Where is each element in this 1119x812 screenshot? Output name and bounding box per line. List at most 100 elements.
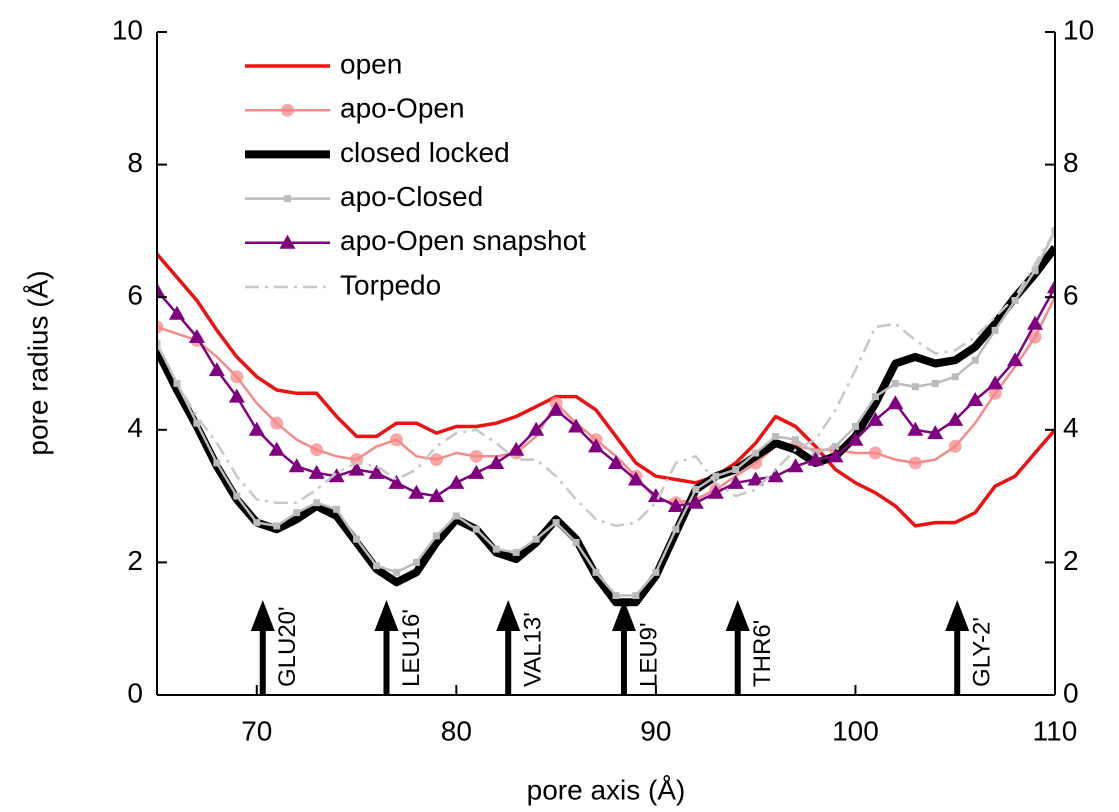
marker xyxy=(548,401,565,416)
marker xyxy=(428,488,445,503)
marker xyxy=(867,411,884,426)
marker xyxy=(408,484,425,499)
x-tick-label: 70 xyxy=(241,715,272,746)
marker xyxy=(991,326,999,334)
marker xyxy=(273,522,281,530)
series xyxy=(157,279,1055,513)
marker xyxy=(767,468,784,483)
marker xyxy=(173,379,181,387)
marker xyxy=(752,449,760,457)
x-tick-label: 90 xyxy=(640,715,671,746)
y2-tick-label: 10 xyxy=(1063,14,1094,45)
marker xyxy=(871,393,879,401)
marker xyxy=(432,532,440,540)
marker xyxy=(233,492,241,500)
series xyxy=(157,230,1055,528)
marker xyxy=(967,391,984,406)
legend-label: closed locked xyxy=(340,137,510,168)
marker xyxy=(987,375,1004,390)
series-line xyxy=(157,252,1055,528)
marker xyxy=(532,535,540,543)
marker xyxy=(868,446,882,460)
marker xyxy=(313,499,321,507)
marker xyxy=(831,442,839,450)
y-tick-label: 10 xyxy=(112,14,143,45)
marker xyxy=(448,474,465,489)
marker xyxy=(488,454,505,469)
y2-tick-label: 0 xyxy=(1063,677,1079,708)
marker xyxy=(951,373,959,381)
marker xyxy=(168,305,185,320)
marker xyxy=(732,466,740,474)
marker xyxy=(667,498,684,513)
marker xyxy=(647,488,664,503)
marker xyxy=(891,379,899,387)
marker xyxy=(792,436,800,444)
marker xyxy=(1047,279,1055,294)
annotation-arrow xyxy=(945,600,970,695)
y-tick-label: 0 xyxy=(127,677,143,708)
legend-label: open xyxy=(340,48,402,79)
marker xyxy=(392,568,400,576)
y2-tick-label: 2 xyxy=(1063,545,1079,576)
marker xyxy=(157,340,161,348)
marker xyxy=(373,562,381,570)
marker xyxy=(907,421,924,436)
legend-marker xyxy=(284,195,291,203)
marker xyxy=(568,418,585,433)
marker xyxy=(612,592,620,600)
marker xyxy=(927,425,944,440)
marker xyxy=(632,592,640,600)
series xyxy=(157,245,1055,607)
marker xyxy=(388,474,405,489)
marker xyxy=(1011,297,1019,305)
marker xyxy=(887,395,904,410)
marker xyxy=(310,443,324,457)
series-line xyxy=(157,230,1055,528)
marker xyxy=(288,458,305,473)
marker xyxy=(508,441,525,456)
marker xyxy=(208,362,225,377)
marker xyxy=(429,453,443,467)
series-line xyxy=(157,230,1055,597)
y-tick-label: 2 xyxy=(127,545,143,576)
marker xyxy=(270,416,284,430)
marker xyxy=(971,356,979,364)
y-tick-label: 4 xyxy=(127,412,143,443)
marker xyxy=(827,448,844,463)
legend-label: Torpedo xyxy=(340,269,441,300)
annotation-arrow xyxy=(250,600,275,695)
marker xyxy=(1007,352,1024,367)
annotation-label: VAL13' xyxy=(520,612,547,687)
series xyxy=(157,227,1055,600)
marker xyxy=(1031,267,1039,275)
marker xyxy=(851,422,859,430)
marker xyxy=(1027,315,1044,330)
marker xyxy=(353,535,361,543)
marker xyxy=(931,379,939,387)
marker xyxy=(468,464,485,479)
y-tick-label: 6 xyxy=(127,280,143,311)
marker xyxy=(552,519,560,527)
legend-label: apo-Open snapshot xyxy=(340,225,586,256)
marker xyxy=(847,431,864,446)
marker xyxy=(248,421,265,436)
marker xyxy=(747,471,764,486)
marker xyxy=(787,458,804,473)
marker xyxy=(627,471,644,486)
marker xyxy=(157,282,165,297)
x-tick-label: 100 xyxy=(832,715,879,746)
marker xyxy=(472,525,480,533)
legend-label: apo-Open xyxy=(340,93,465,124)
marker xyxy=(908,456,922,470)
marker xyxy=(807,451,824,466)
marker xyxy=(911,383,919,391)
annotation-arrow xyxy=(725,600,750,695)
marker xyxy=(268,441,285,456)
marker xyxy=(727,474,744,489)
marker xyxy=(333,505,341,513)
marker xyxy=(712,472,720,480)
marker xyxy=(213,459,221,467)
series-line xyxy=(157,286,1055,508)
marker xyxy=(707,484,724,499)
